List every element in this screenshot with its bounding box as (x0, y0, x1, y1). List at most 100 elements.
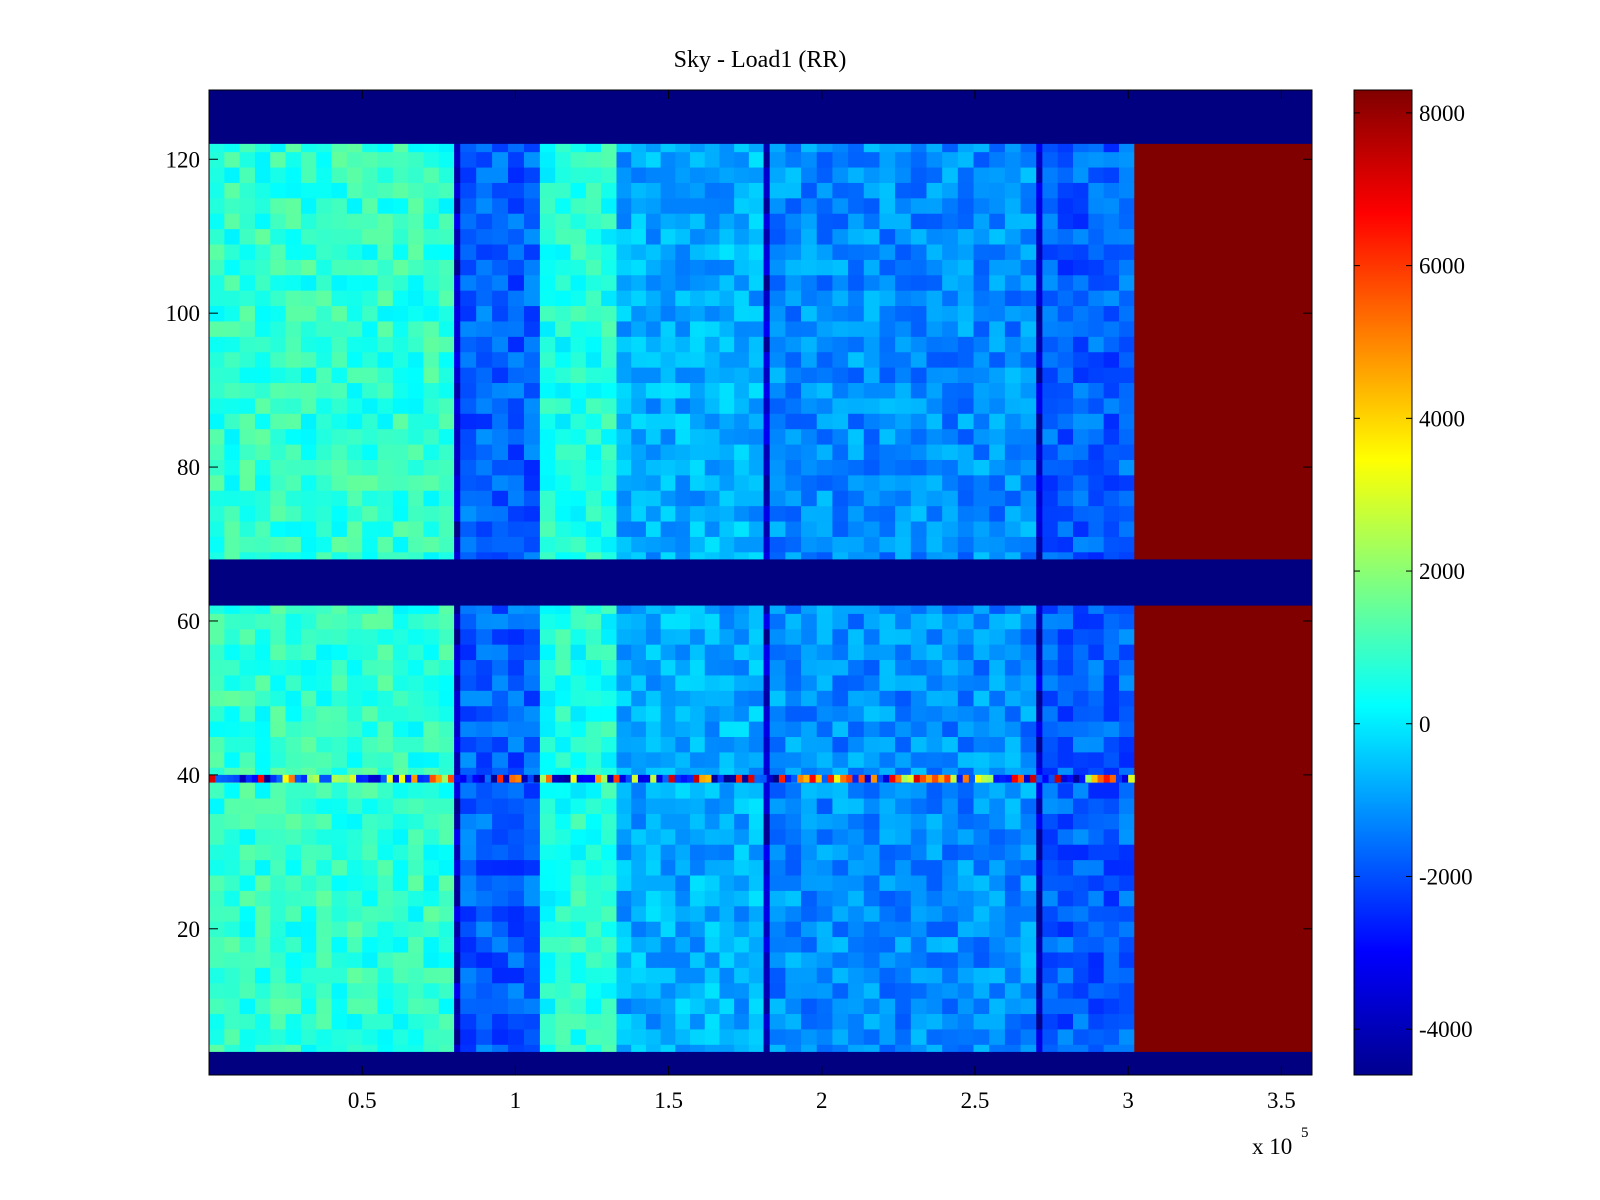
heatmap-cell (508, 951, 525, 968)
heatmap-cell (224, 921, 241, 938)
heatmap-cell (1237, 705, 1254, 722)
heatmap-cell (331, 797, 348, 814)
heatmap-cell (848, 243, 865, 260)
heatmap-cell (942, 305, 959, 322)
heatmap-cell (209, 197, 225, 214)
heatmap-cell (675, 197, 691, 214)
heatmap-cell (769, 782, 786, 799)
heatmap-cell (1004, 951, 1022, 968)
heatmap-cell (1057, 736, 1074, 753)
heatmap-cell (492, 782, 509, 799)
heatmap-cell (989, 474, 1006, 491)
heatmap-cell (209, 951, 225, 968)
heatmap-cell (270, 490, 287, 507)
heatmap-cell (454, 397, 461, 414)
heatmap-cell (362, 674, 379, 691)
heatmap-cell (555, 259, 572, 276)
heatmap-cell (1134, 367, 1150, 384)
heatmap-cell (1297, 998, 1312, 1015)
heatmap-cell (785, 243, 802, 260)
heatmap-cell (1073, 690, 1089, 707)
heatmap-cell (910, 197, 928, 214)
heatmap-cell (989, 290, 1006, 307)
heatmap-cell (704, 336, 721, 353)
heatmap-cell (1178, 844, 1195, 861)
heatmap-cell (508, 736, 525, 753)
plot-frame (208, 89, 1313, 1076)
heatmap-cell (848, 628, 865, 645)
heatmap-cell (316, 490, 333, 507)
heatmap-cell (734, 674, 750, 691)
heatmap-cell (209, 320, 225, 337)
heatmap-cell (285, 151, 302, 168)
heatmap-cell (719, 782, 735, 799)
heatmap-cell (1282, 228, 1298, 245)
heatmap-cell (801, 428, 818, 445)
chart-title: Sky - Load1 (RR) (674, 47, 847, 73)
heatmap-cell (377, 721, 394, 738)
heatmap-cell (645, 505, 662, 522)
heatmap-cell (601, 228, 618, 245)
heatmap-cell (316, 736, 333, 753)
heatmap-cell (763, 305, 771, 322)
heatmap-cell (601, 774, 608, 783)
heatmap-cell (631, 351, 647, 368)
heatmap-cell (466, 774, 473, 783)
heatmap-cell (555, 967, 572, 984)
heatmap-cell (645, 336, 662, 353)
heatmap-cell (601, 721, 618, 738)
heatmap-cell (957, 982, 975, 999)
heatmap-cell (539, 536, 556, 553)
heatmap-cell (910, 259, 928, 276)
heatmap-cell (973, 705, 990, 722)
heatmap-cell (879, 1013, 896, 1030)
heatmap-cell (1103, 982, 1120, 999)
heatmap-cell (224, 874, 241, 891)
heatmap-cell (769, 674, 786, 691)
heatmap-cell (719, 674, 735, 691)
heatmap-cell (346, 674, 363, 691)
heatmap-cell (719, 859, 735, 876)
heatmap-cell (460, 690, 477, 707)
heatmap-cell (942, 782, 959, 799)
heatmap-cell (848, 351, 865, 368)
heatmap-cell (719, 228, 735, 245)
heatmap-cell (1178, 320, 1195, 337)
heatmap-cell (719, 690, 735, 707)
heatmap-cell (343, 774, 351, 783)
heatmap-cell (1036, 474, 1043, 491)
heatmap-cell (926, 197, 943, 214)
heatmap-cell (848, 936, 865, 953)
heatmap-cell (209, 443, 225, 460)
heatmap-cell (704, 305, 721, 322)
heatmap-cell (1036, 367, 1043, 384)
heatmap-cell (1297, 674, 1312, 691)
heatmap-cell (585, 1028, 602, 1045)
heatmap-cell (438, 998, 455, 1015)
heatmap-cell (748, 828, 765, 845)
heatmap-cell (523, 844, 541, 861)
heatmap-cell (1073, 228, 1089, 245)
heatmap-cell (926, 659, 943, 676)
heatmap-cell (769, 351, 786, 368)
heatmap-cell (660, 474, 676, 491)
heatmap-cell (973, 721, 990, 738)
heatmap-cell (601, 182, 618, 199)
heatmap-cell (832, 905, 849, 922)
heatmap-cell (523, 443, 541, 460)
heatmap-cell (832, 490, 849, 507)
heatmap-cell (1036, 967, 1043, 984)
heatmap-cell (895, 751, 912, 768)
heatmap-cell (1004, 905, 1022, 922)
heatmap-cell (763, 259, 771, 276)
heatmap-cell (895, 259, 912, 276)
heatmap-cell (285, 628, 302, 645)
heatmap-cell (801, 490, 818, 507)
heatmap-cell (645, 382, 662, 399)
heatmap-cell (957, 674, 975, 691)
heatmap-cell (1163, 536, 1180, 553)
heatmap-cell (509, 774, 516, 783)
heatmap-cell (832, 828, 849, 845)
heatmap-band-6 (769, 90, 1037, 1075)
heatmap-cell (1118, 859, 1135, 876)
